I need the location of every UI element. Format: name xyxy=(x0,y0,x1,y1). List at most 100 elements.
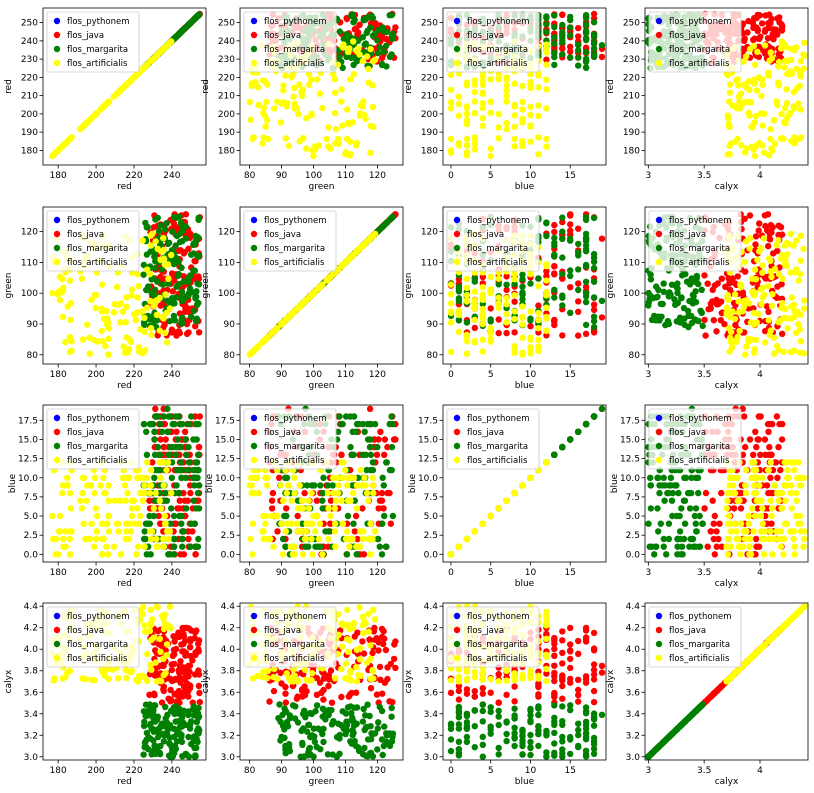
point-flos_java xyxy=(169,288,176,295)
point-flos_java xyxy=(381,451,388,458)
legend-marker-flos_artificialis xyxy=(250,59,258,67)
point-flos_artificialis xyxy=(463,79,471,86)
y-tick-label: 15.0 xyxy=(215,435,235,445)
point-flos_artificialis xyxy=(503,294,510,302)
point-flos_artificialis xyxy=(796,326,804,333)
point-flos_artificialis xyxy=(128,76,136,83)
axes-frame xyxy=(644,206,809,365)
point-flos_margarita xyxy=(350,520,357,527)
point-flos_margarita xyxy=(167,443,174,451)
point-flos_margarita xyxy=(192,459,199,466)
point-flos_artificialis xyxy=(247,535,254,543)
legend-label: flos_margarita xyxy=(467,244,528,254)
point-flos_java xyxy=(511,298,518,305)
point-flos_artificialis xyxy=(487,326,494,333)
legend-label: flos_java xyxy=(467,230,504,240)
legend-box xyxy=(243,11,337,73)
point-flos_margarita xyxy=(335,428,342,435)
point-flos_artificialis xyxy=(535,72,542,79)
point-flos_artificialis xyxy=(67,316,74,324)
point-flos_artificialis xyxy=(748,336,755,343)
point-flos_margarita xyxy=(193,288,200,295)
points xyxy=(49,10,203,160)
point-flos_java xyxy=(380,505,387,512)
point-flos_margarita xyxy=(543,220,550,227)
point-flos_artificialis xyxy=(775,236,782,244)
y-tick-label: 190 xyxy=(421,128,438,138)
point-flos_margarita xyxy=(371,30,379,37)
legend-label: flos_java xyxy=(67,428,104,438)
y-tick-label: 100 xyxy=(21,289,38,299)
point-flos_artificialis xyxy=(369,103,377,111)
point-flos_artificialis xyxy=(455,140,463,147)
point-flos_margarita xyxy=(386,12,393,19)
point-flos_artificialis xyxy=(62,338,69,346)
point-flos_margarita xyxy=(176,238,184,246)
point-flos_artificialis xyxy=(110,309,118,316)
point-flos_artificialis xyxy=(338,459,345,466)
point-flos_artificialis xyxy=(120,343,127,350)
point-flos_artificialis xyxy=(139,474,147,481)
point-flos_margarita xyxy=(463,319,471,326)
points xyxy=(246,211,399,358)
legend-marker-flos_artificialis xyxy=(655,258,663,266)
point-flos_margarita xyxy=(283,512,290,520)
point-flos_margarita xyxy=(195,216,202,223)
point-flos_artificialis xyxy=(147,528,154,535)
point-flos_margarita xyxy=(575,240,582,248)
point-flos_artificialis xyxy=(787,230,795,238)
point-flos_artificialis xyxy=(312,528,319,535)
point-flos_margarita xyxy=(582,278,590,285)
point-flos_artificialis xyxy=(102,489,109,497)
point-flos_margarita xyxy=(693,275,700,282)
point-flos_artificialis xyxy=(295,110,302,118)
point-flos_artificialis xyxy=(298,497,306,504)
point-flos_java xyxy=(766,235,773,242)
x-tick-label: 120 xyxy=(369,370,386,380)
point-flos_artificialis xyxy=(163,466,170,474)
point-flos_artificialis xyxy=(463,333,471,341)
point-flos_margarita xyxy=(348,451,355,458)
point-flos_margarita xyxy=(192,293,199,300)
point-flos_margarita xyxy=(315,543,322,550)
point-flos_margarita xyxy=(389,30,397,37)
point-flos_artificialis xyxy=(519,119,526,126)
point-flos_margarita xyxy=(567,32,574,39)
y-tick-label: 120 xyxy=(218,228,235,238)
point-flos_artificialis xyxy=(455,112,463,119)
point-flos_artificialis xyxy=(471,303,478,310)
point-flos_margarita xyxy=(320,474,327,481)
point-flos_java xyxy=(756,220,763,227)
point-flos_java xyxy=(590,306,598,314)
point-flos_margarita xyxy=(193,505,200,512)
point-flos_artificialis xyxy=(487,109,494,117)
point-flos_margarita xyxy=(551,61,558,69)
point-flos_artificialis xyxy=(110,543,118,550)
point-flos_artificialis xyxy=(479,291,486,298)
point-flos_artificialis xyxy=(330,489,337,497)
point-flos_java xyxy=(276,474,283,481)
y-tick-label: 220 xyxy=(421,73,438,83)
legend-marker-flos_pythonem xyxy=(250,216,258,224)
point-flos_margarita xyxy=(146,512,153,520)
point-flos_margarita xyxy=(381,512,388,520)
x-tick-label: 220 xyxy=(125,171,142,181)
point-flos_artificialis xyxy=(777,316,785,324)
point-flos_margarita xyxy=(172,242,179,249)
point-flos_margarita xyxy=(344,35,352,42)
point-flos_artificialis xyxy=(168,251,175,259)
point-flos_artificialis xyxy=(105,482,112,489)
point-flos_artificialis xyxy=(726,348,733,355)
point-flos_margarita xyxy=(176,512,183,520)
point-flos_artificialis xyxy=(272,512,280,520)
point-flos_java xyxy=(598,314,606,321)
point-flos_java xyxy=(762,222,769,230)
point-flos_artificialis xyxy=(511,112,518,119)
point-flos_java xyxy=(359,505,366,512)
point-flos_margarita xyxy=(362,451,369,458)
y-tick-label: 180 xyxy=(421,146,438,156)
point-flos_artificialis xyxy=(285,142,293,150)
point-flos_artificialis xyxy=(511,342,518,350)
point-flos_artificialis xyxy=(299,86,307,94)
point-flos_artificialis xyxy=(756,248,763,255)
